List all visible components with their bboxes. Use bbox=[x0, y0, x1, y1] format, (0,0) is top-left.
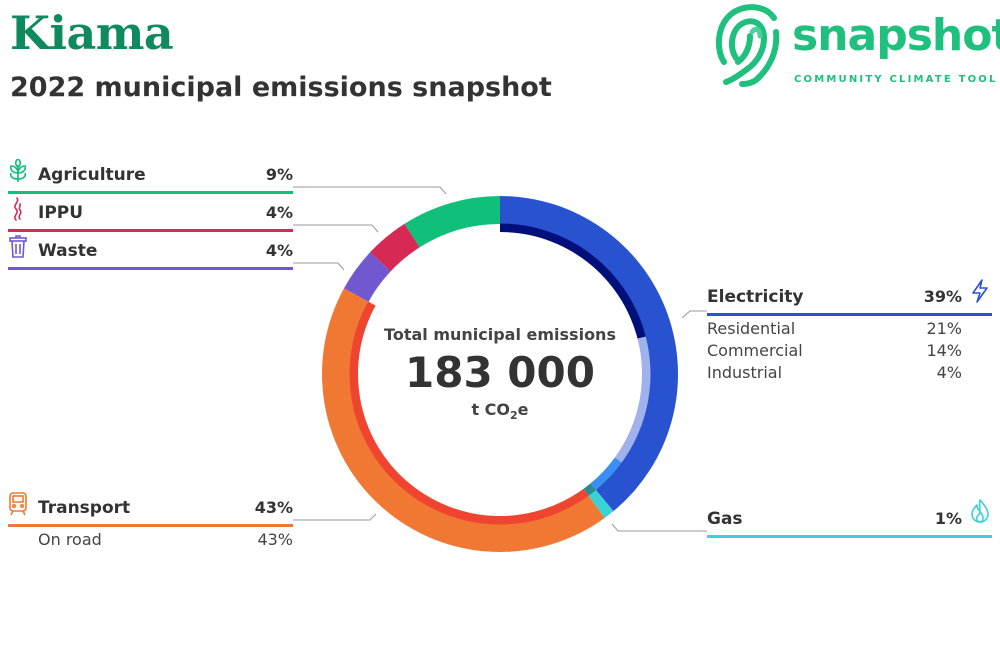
train-icon bbox=[9, 492, 27, 516]
legend-ippu: IPPU 4% bbox=[8, 197, 293, 232]
legend-underline bbox=[707, 535, 992, 538]
total-caption: Total municipal emissions bbox=[384, 325, 616, 344]
logo-wordmark: snapshot bbox=[792, 10, 1000, 61]
legend-sub-percent: 21% bbox=[926, 319, 962, 338]
legend-waste: Waste 4% bbox=[8, 235, 293, 270]
snapshot-fingerprint-icon bbox=[715, 4, 780, 87]
sub-slice-residential bbox=[500, 223, 646, 339]
legend-agriculture: Agriculture 9% bbox=[8, 159, 293, 194]
legend-label: Waste bbox=[38, 241, 98, 261]
sub-slice-gas bbox=[583, 483, 596, 496]
legend-label: Agriculture bbox=[38, 165, 146, 185]
leader-line-gas bbox=[611, 523, 707, 532]
sub-slice-industrial bbox=[590, 457, 622, 490]
snapshot-logo: snapshot COMMUNITY CLIMATE TOOL bbox=[712, 2, 1000, 92]
inner-ring bbox=[349, 223, 651, 525]
slice-transport bbox=[322, 288, 605, 552]
legend-gas: Gas 1% bbox=[707, 499, 992, 538]
lightning-icon bbox=[972, 279, 988, 303]
trash-icon bbox=[9, 235, 27, 258]
page-title: Kiama bbox=[10, 6, 174, 60]
leader-line-transport bbox=[293, 513, 377, 521]
legend-sub-label: On road bbox=[38, 530, 102, 549]
plant-icon bbox=[9, 159, 27, 182]
legend-underline bbox=[707, 313, 992, 316]
legend-percent: 4% bbox=[265, 203, 293, 222]
legend-transport: Transport 43% bbox=[8, 492, 293, 527]
flame-icon bbox=[971, 499, 989, 523]
legend-label: Electricity bbox=[707, 287, 804, 307]
leader-lines bbox=[293, 186, 707, 532]
legend-label: Transport bbox=[38, 498, 131, 518]
legend-sub-label: Industrial bbox=[707, 363, 783, 382]
legend-sub-industrial: Industrial 4% bbox=[707, 363, 962, 382]
slice-waste bbox=[344, 252, 391, 302]
slice-electricity bbox=[500, 196, 679, 512]
legend-percent: 43% bbox=[254, 498, 293, 517]
slice-agriculture bbox=[404, 196, 500, 248]
legend-sub-percent: 14% bbox=[926, 341, 962, 360]
legend-percent: 4% bbox=[265, 241, 293, 260]
legend-sub-on-road: On road 43% bbox=[38, 530, 293, 549]
leader-line-ippu bbox=[293, 224, 379, 233]
legend-percent: 1% bbox=[934, 509, 962, 528]
total-unit: t CO2e bbox=[471, 400, 529, 423]
legend-underline bbox=[8, 229, 293, 232]
legend-label: IPPU bbox=[38, 203, 84, 223]
legend-sub-percent: 4% bbox=[936, 363, 962, 382]
page-subtitle: 2022 municipal emissions snapshot bbox=[10, 72, 552, 103]
legend-percent: 39% bbox=[923, 287, 962, 306]
sub-slice-on-road bbox=[349, 301, 589, 525]
legend-percent: 9% bbox=[265, 165, 293, 184]
legend-electricity: Electricity 39% bbox=[707, 279, 992, 316]
legend-sub-commercial: Commercial 14% bbox=[707, 341, 962, 360]
legend-underline bbox=[8, 191, 293, 194]
legend-underline bbox=[8, 267, 293, 270]
legend-sub-label: Residential bbox=[707, 319, 796, 338]
legend-sub-label: Commercial bbox=[707, 341, 803, 360]
slice-gas bbox=[588, 489, 614, 519]
smoke-icon bbox=[14, 197, 22, 221]
leader-line-electricity bbox=[681, 310, 707, 319]
leader-line-agriculture bbox=[293, 186, 447, 195]
legend-sub-residential: Residential 21% bbox=[707, 319, 962, 338]
slice-ippu bbox=[370, 223, 420, 272]
leader-line-waste bbox=[293, 262, 345, 271]
legend-label: Gas bbox=[707, 509, 743, 529]
donut-center-label: Total municipal emissions 183 000 t CO2e bbox=[380, 325, 620, 422]
total-value: 183 000 bbox=[405, 348, 595, 397]
logo-tagline: COMMUNITY CLIMATE TOOL bbox=[794, 74, 998, 85]
legend-sub-percent: 43% bbox=[257, 530, 293, 549]
sub-slice-commercial bbox=[614, 336, 651, 463]
legend-underline bbox=[8, 524, 293, 527]
outer-ring bbox=[322, 196, 679, 552]
